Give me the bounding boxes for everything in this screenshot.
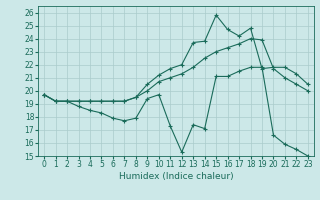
X-axis label: Humidex (Indice chaleur): Humidex (Indice chaleur) bbox=[119, 172, 233, 181]
